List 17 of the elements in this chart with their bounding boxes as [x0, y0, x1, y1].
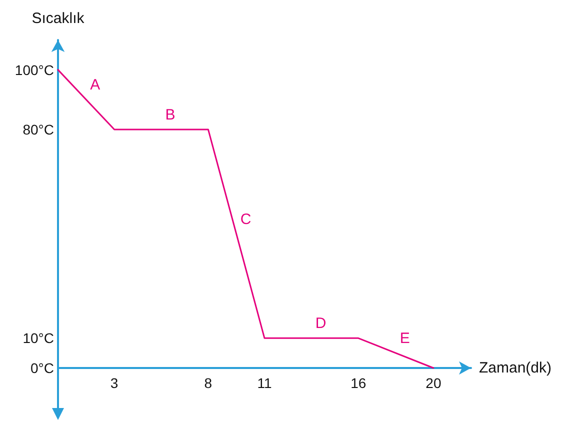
annotation: E [400, 330, 410, 348]
x-tick-label: 11 [257, 375, 272, 391]
x-axis-title: Zaman(dk) [479, 360, 552, 376]
y-tick-label: 0°C [30, 360, 54, 376]
y-axis-title: Sıcaklık [32, 10, 85, 27]
y-tick-label: 80°C [22, 121, 54, 138]
annotation: B [165, 106, 176, 124]
annotation: C [240, 210, 252, 228]
annotation: D [315, 315, 326, 332]
x-tick-label: 3 [110, 375, 118, 391]
x-tick-label: 8 [204, 375, 212, 391]
x-tick-label: 20 [426, 375, 442, 391]
y-tick-label: 10°C [22, 330, 54, 346]
line-series [57, 69, 434, 369]
annotation: A [90, 76, 100, 94]
x-tick-label: 16 [350, 375, 366, 391]
y-tick-label: 100°C [14, 62, 54, 78]
